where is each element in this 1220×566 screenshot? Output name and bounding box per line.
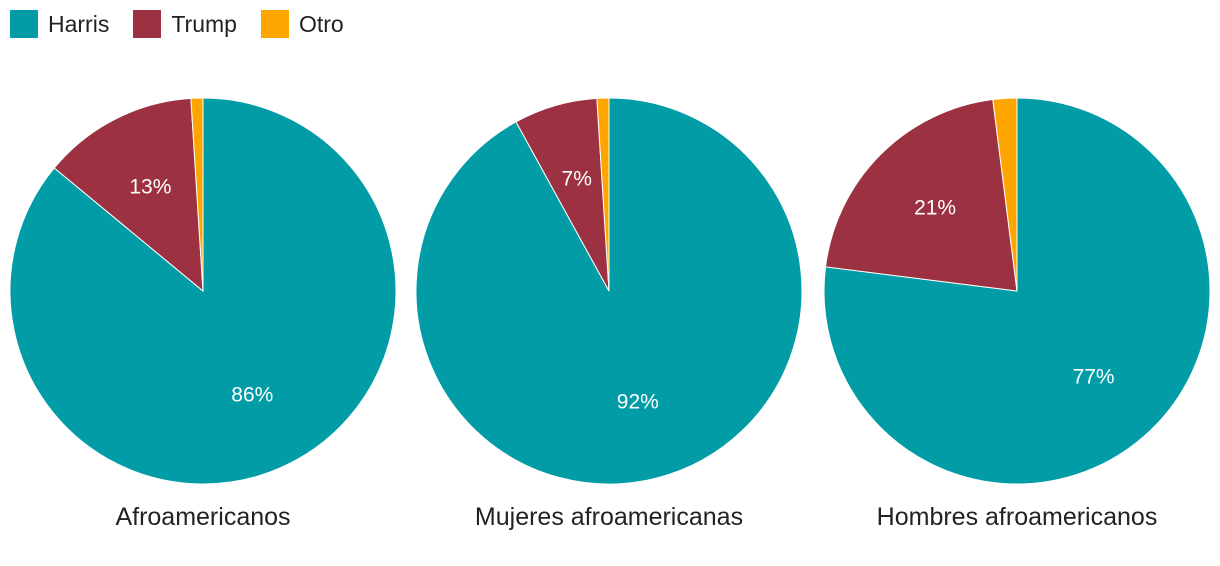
legend-item-trump[interactable]: Trump: [133, 10, 237, 38]
pie-2-label-trump: 7%: [562, 167, 592, 190]
legend-swatch-otro: [260, 10, 289, 38]
pie-3: 77% 21%: [823, 97, 1211, 485]
pie-3-label-harris: 77%: [1073, 365, 1115, 388]
pie-1-slice-trump[interactable]: [53, 97, 204, 293]
pie-3-slice-harris[interactable]: [823, 97, 1211, 485]
chart-title-afroamericanos: Afroamericanos: [115, 503, 291, 531]
pie-1: 86% 13%: [9, 97, 397, 485]
pie-3-slice-otro[interactable]: [992, 97, 1018, 292]
legend-item-otro[interactable]: Otro: [260, 10, 344, 38]
pie-2-slice-otro[interactable]: [596, 97, 610, 292]
pie-1-label-harris: 86%: [231, 383, 273, 406]
pie-1-slice-otro[interactable]: [190, 97, 204, 292]
legend-swatch-trump: [133, 10, 162, 38]
chart-title-hombres-afroamericanos: Hombres afroamericanos: [876, 503, 1158, 531]
pie-2: 92% 7%: [415, 97, 803, 485]
legend-label-trump: Trump: [171, 10, 237, 37]
legend-item-harris[interactable]: Harris: [10, 10, 109, 38]
legend: Harris Trump Otro: [10, 9, 368, 39]
pie-3-label-trump: 21%: [914, 197, 956, 220]
pie-3-slice-trump[interactable]: [824, 98, 1018, 292]
pie-1-label-trump: 13%: [129, 175, 171, 198]
pie-2-label-harris: 92%: [617, 391, 659, 414]
legend-label-otro: Otro: [298, 10, 344, 37]
chart-title-mujeres-afroamericanas: Mujeres afroamericanas: [474, 503, 744, 531]
legend-label-harris: Harris: [48, 10, 110, 37]
legend-swatch-harris: [10, 10, 38, 38]
